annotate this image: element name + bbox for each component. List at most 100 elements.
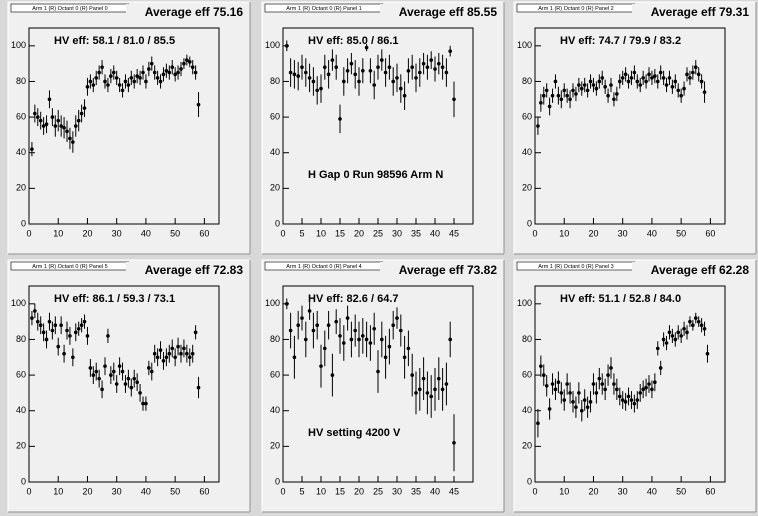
x-tick-label: 10 [316, 486, 326, 496]
data-point [696, 72, 701, 77]
x-tick-label: 60 [705, 486, 715, 496]
data-point [612, 97, 616, 102]
y-tick-label: 80 [16, 76, 26, 86]
data-point [88, 79, 93, 84]
data-point [577, 391, 581, 395]
data-point [193, 330, 198, 335]
data-point [688, 76, 692, 80]
data-point [667, 76, 672, 80]
data-point [685, 72, 689, 77]
data-point [437, 61, 441, 66]
data-point [414, 76, 418, 80]
data-point [44, 337, 49, 342]
data-point [144, 401, 148, 406]
data-point [650, 76, 654, 80]
data-point [100, 387, 104, 392]
data-point [676, 330, 681, 335]
data-point [679, 93, 683, 98]
data-point [556, 380, 561, 385]
title: Average eff 62.28 [651, 263, 750, 277]
frame [28, 27, 220, 225]
y-tick-label: 100 [11, 298, 26, 308]
data-point [44, 122, 49, 127]
y-tick-label: 100 [517, 298, 532, 308]
data-point [539, 101, 543, 105]
data-point [138, 76, 142, 80]
data-point [185, 58, 189, 62]
data-point [300, 316, 304, 320]
data-point [161, 72, 166, 77]
data-point [638, 391, 643, 395]
data-point [615, 387, 619, 392]
data-point [56, 118, 61, 123]
data-point [179, 67, 183, 71]
data-point [691, 70, 695, 75]
data-point [132, 79, 137, 84]
y-tick-label: 0 [21, 476, 26, 486]
data-point [176, 70, 180, 75]
data-point [620, 398, 625, 402]
data-point [152, 351, 157, 356]
data-point [688, 319, 692, 324]
data-point [661, 337, 666, 342]
data-point [541, 373, 546, 377]
x-tick-label: 0 [280, 486, 285, 496]
title: Average eff 73.82 [399, 263, 498, 277]
data-point [691, 323, 695, 328]
data-point [685, 330, 689, 335]
data-point [452, 441, 456, 445]
data-point [111, 369, 116, 374]
x-tick-label: 50 [170, 486, 180, 496]
data-point [73, 124, 78, 128]
data-point [97, 376, 101, 381]
x-tick-label: 35 [411, 228, 421, 238]
data-point [30, 316, 34, 320]
x-tick-label: 10 [316, 228, 326, 238]
data-point [387, 344, 392, 349]
data-point [562, 398, 567, 402]
data-point [117, 83, 122, 87]
note: H Gap 0 Run 98596 Arm N [308, 169, 443, 181]
data-point [421, 61, 426, 66]
x-tick-label: 10 [559, 486, 569, 496]
data-point [585, 405, 590, 409]
data-point [326, 323, 331, 328]
data-point [129, 385, 134, 390]
x-tick-label: 45 [449, 228, 459, 238]
data-point [296, 323, 301, 328]
data-point [185, 351, 189, 356]
x-tick-label: 10 [53, 486, 63, 496]
data-point [94, 369, 99, 374]
data-point [33, 309, 37, 313]
data-point [300, 65, 304, 69]
y-tick-label: 40 [270, 405, 280, 415]
data-point [364, 337, 369, 342]
x-tick-label: 15 [335, 486, 345, 496]
data-point [544, 383, 549, 388]
data-point [193, 70, 198, 75]
data-point [106, 83, 110, 87]
y-tick-label: 60 [270, 369, 280, 379]
data-point [682, 86, 686, 91]
data-point [376, 65, 380, 69]
x-tick-label: 30 [618, 228, 628, 238]
data-point [609, 83, 613, 87]
data-point [615, 92, 619, 96]
data-point [673, 79, 678, 84]
y-tick-label: 20 [16, 441, 26, 451]
y-tick-label: 100 [265, 298, 280, 308]
data-point [617, 79, 622, 84]
frame [534, 27, 726, 225]
data-point [91, 83, 96, 87]
data-point [155, 76, 160, 80]
data-point [693, 316, 698, 320]
data-point [106, 334, 110, 338]
data-point [448, 337, 453, 342]
data-point [182, 61, 186, 66]
data-point [167, 351, 172, 356]
data-point [452, 97, 456, 102]
header: Arm 1 (R) Octant 0 (R) Panel 0 [32, 6, 108, 12]
data-point [429, 394, 434, 399]
data-point [676, 88, 681, 93]
data-point [418, 387, 422, 392]
